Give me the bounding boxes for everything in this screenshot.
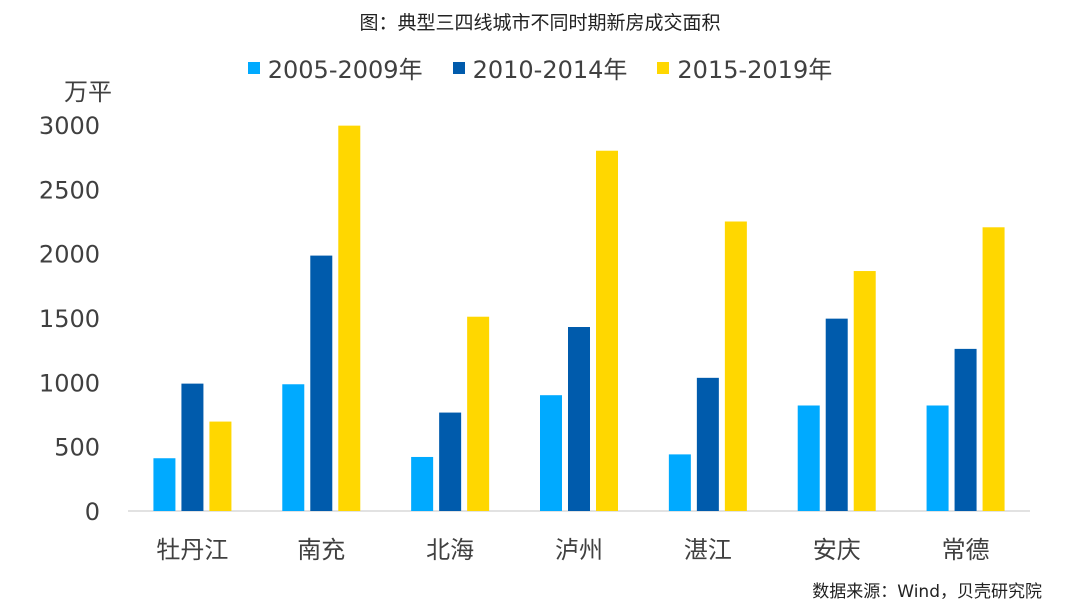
bar — [411, 456, 434, 511]
y-tick-label: 2000 — [39, 241, 100, 269]
x-tick-label: 北海 — [426, 536, 474, 564]
bar — [439, 412, 462, 511]
legend-label-series-2: 2010-2014年 — [472, 56, 628, 84]
bar — [724, 221, 747, 511]
x-tick-label: 安庆 — [813, 536, 861, 564]
x-tick-label: 常德 — [942, 536, 990, 564]
bar — [954, 348, 977, 511]
bar — [797, 405, 820, 511]
bar — [853, 271, 876, 511]
y-tick-label: 0 — [85, 498, 100, 526]
legend-item-series-1: 2005-2009年 — [247, 50, 423, 85]
legend-swatch-series-3 — [657, 61, 670, 74]
bar — [696, 377, 719, 511]
bar — [282, 384, 305, 511]
bar — [926, 405, 949, 511]
bar — [540, 395, 562, 511]
legend-label-series-3: 2015-2019年 — [677, 56, 833, 84]
y-tick-label: 1500 — [39, 305, 100, 333]
bar — [982, 227, 1005, 512]
bar — [467, 316, 490, 511]
y-axis-unit-label: 万平 — [64, 78, 112, 106]
chart-title: 图：典型三四线城市不同时期新房成交面积 — [359, 12, 721, 34]
y-tick-label: 1000 — [39, 369, 100, 397]
bar — [209, 421, 232, 511]
legend-swatch-series-2 — [452, 61, 465, 74]
x-tick-label: 湛江 — [684, 536, 732, 564]
y-tick-label: 2500 — [39, 176, 100, 204]
legend-swatch-series-1 — [247, 61, 260, 74]
bar — [181, 383, 204, 511]
x-tick-label: 南充 — [297, 536, 345, 564]
bar — [596, 150, 618, 511]
bar — [310, 255, 333, 511]
x-tick-label: 泸州 — [555, 536, 603, 564]
x-tick-label: 牡丹江 — [156, 536, 228, 564]
legend: 2005-2009年 2010-2014年 2015-2019年 — [0, 50, 1080, 85]
bar — [668, 454, 691, 511]
y-tick-label: 500 — [54, 434, 100, 462]
bar — [568, 327, 590, 511]
legend-item-series-3: 2015-2019年 — [657, 50, 832, 85]
source-note: 数据来源：Wind，贝壳研究院 — [812, 582, 1042, 602]
bar — [338, 125, 361, 511]
legend-label-series-1: 2005-2009年 — [267, 56, 423, 84]
bar — [153, 458, 176, 511]
bar — [825, 318, 848, 511]
y-tick-label: 3000 — [39, 112, 100, 140]
legend-item-series-2: 2010-2014年 — [452, 50, 628, 85]
